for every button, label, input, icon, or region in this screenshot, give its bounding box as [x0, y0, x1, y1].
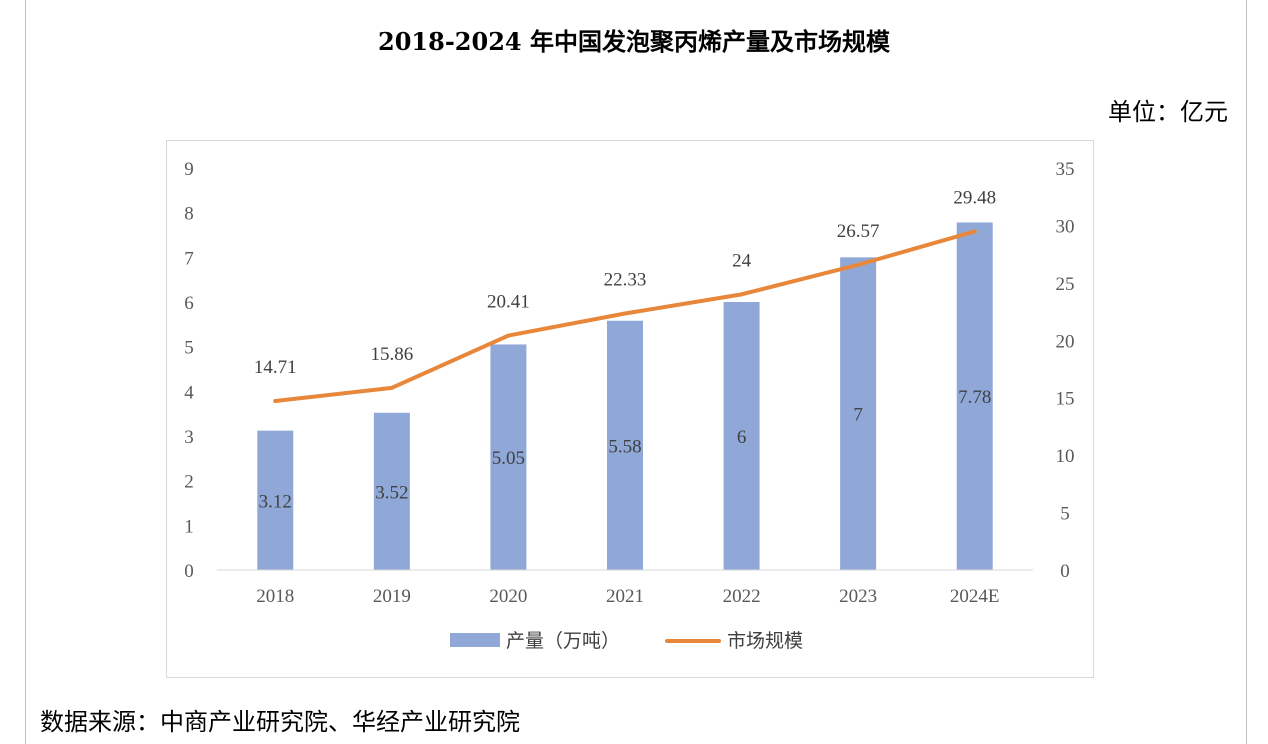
- combo-chart: 3.12 3.52 5.05 5.58 6 7 7.78 14.71 15.86 20.41 22.…: [184, 159, 1074, 652]
- y-left-tick-label: 5: [184, 338, 194, 359]
- y-left-tick-label: 7: [184, 248, 194, 269]
- y-left-tick-label: 0: [184, 561, 194, 582]
- line-point: [623, 311, 627, 316]
- line-value-label: 29.48: [953, 187, 996, 208]
- y-left-tick-label: 6: [184, 293, 194, 314]
- line-value-label: 20.41: [487, 292, 530, 313]
- bar: [607, 320, 643, 570]
- y-left-tick-label: 1: [184, 516, 194, 537]
- y-right-tick-label: 30: [1056, 216, 1075, 237]
- line-value-label: 15.86: [370, 344, 413, 365]
- y-left-tick-label: 2: [184, 472, 194, 493]
- line-point: [856, 262, 861, 267]
- legend-line-label: 市场规模: [727, 630, 803, 652]
- x-tick-label: 2023: [839, 586, 877, 607]
- line-value-label: 24: [732, 250, 752, 271]
- bar: [257, 430, 294, 570]
- legend-bar-swatch: [450, 633, 500, 647]
- y-right-tick-label: 10: [1056, 446, 1075, 467]
- y-right-tick-label: 5: [1060, 504, 1070, 525]
- page-border-right: [1246, 0, 1247, 744]
- bar-series: [257, 222, 993, 570]
- bar-value-label: 5.05: [492, 448, 525, 469]
- y-left-tick-label: 3: [184, 427, 194, 448]
- legend-bar-label: 产量（万吨）: [506, 630, 620, 652]
- page-border-left: [25, 0, 26, 744]
- x-tick-label: 2021: [606, 586, 644, 607]
- chart-area: 3.12 3.52 5.05 5.58 6 7 7.78 14.71 15.86 20.41 22.…: [166, 140, 1094, 678]
- y-left-tick-label: 8: [184, 204, 194, 225]
- x-tick-label: 2024E: [950, 586, 1000, 607]
- bar: [373, 412, 410, 570]
- unit-label: 单位：亿元: [1108, 98, 1228, 126]
- line-point: [972, 229, 977, 234]
- y-left-tick-label: 9: [184, 159, 194, 180]
- line-point: [389, 385, 394, 390]
- bar-value-label: 3.52: [375, 482, 408, 503]
- x-tick-label: 2020: [489, 586, 527, 607]
- line-point: [506, 333, 511, 338]
- line-value-label: 22.33: [604, 270, 647, 291]
- bar: [723, 302, 760, 570]
- y-left-tick-label: 4: [184, 382, 194, 403]
- bar: [956, 222, 993, 570]
- bar: [490, 344, 527, 570]
- y-right-tick-label: 0: [1060, 561, 1070, 582]
- axes: 0 1 2 3 4 5 6 7 8 9 0 5 10 15 20 25 30 35 2018 2019 2020 2021…: [184, 159, 1074, 607]
- bar-value-label: 7: [853, 405, 863, 426]
- chart-title: 2018-2024 年中国发泡聚丙烯产量及市场规模: [378, 27, 890, 56]
- y-right-tick-label: 25: [1056, 274, 1075, 295]
- line-series: [273, 229, 977, 404]
- line-point: [739, 292, 744, 297]
- legend: 产量（万吨） 市场规模: [450, 630, 803, 652]
- bar-value-label: 5.58: [608, 436, 641, 457]
- y-right-tick-label: 35: [1056, 159, 1075, 180]
- line-value-label: 26.57: [837, 221, 880, 242]
- bar: [840, 257, 877, 570]
- x-tick-label: 2018: [256, 586, 294, 607]
- x-tick-label: 2022: [723, 586, 761, 607]
- y-right-tick-label: 15: [1056, 389, 1075, 410]
- bar-value-label: 6: [737, 427, 747, 448]
- bar-value-label: 7.78: [958, 387, 991, 408]
- line-value-label: 14.71: [254, 357, 297, 378]
- x-tick-label: 2019: [373, 586, 411, 607]
- source-note: 数据来源：中商产业研究院、华经产业研究院: [40, 708, 520, 736]
- y-right-tick-label: 20: [1056, 331, 1075, 352]
- bar-value-label: 3.12: [259, 491, 292, 512]
- line-point: [273, 399, 278, 404]
- data-labels: 3.12 3.52 5.05 5.58 6 7 7.78 14.71 15.86 20.41 22.…: [254, 187, 996, 512]
